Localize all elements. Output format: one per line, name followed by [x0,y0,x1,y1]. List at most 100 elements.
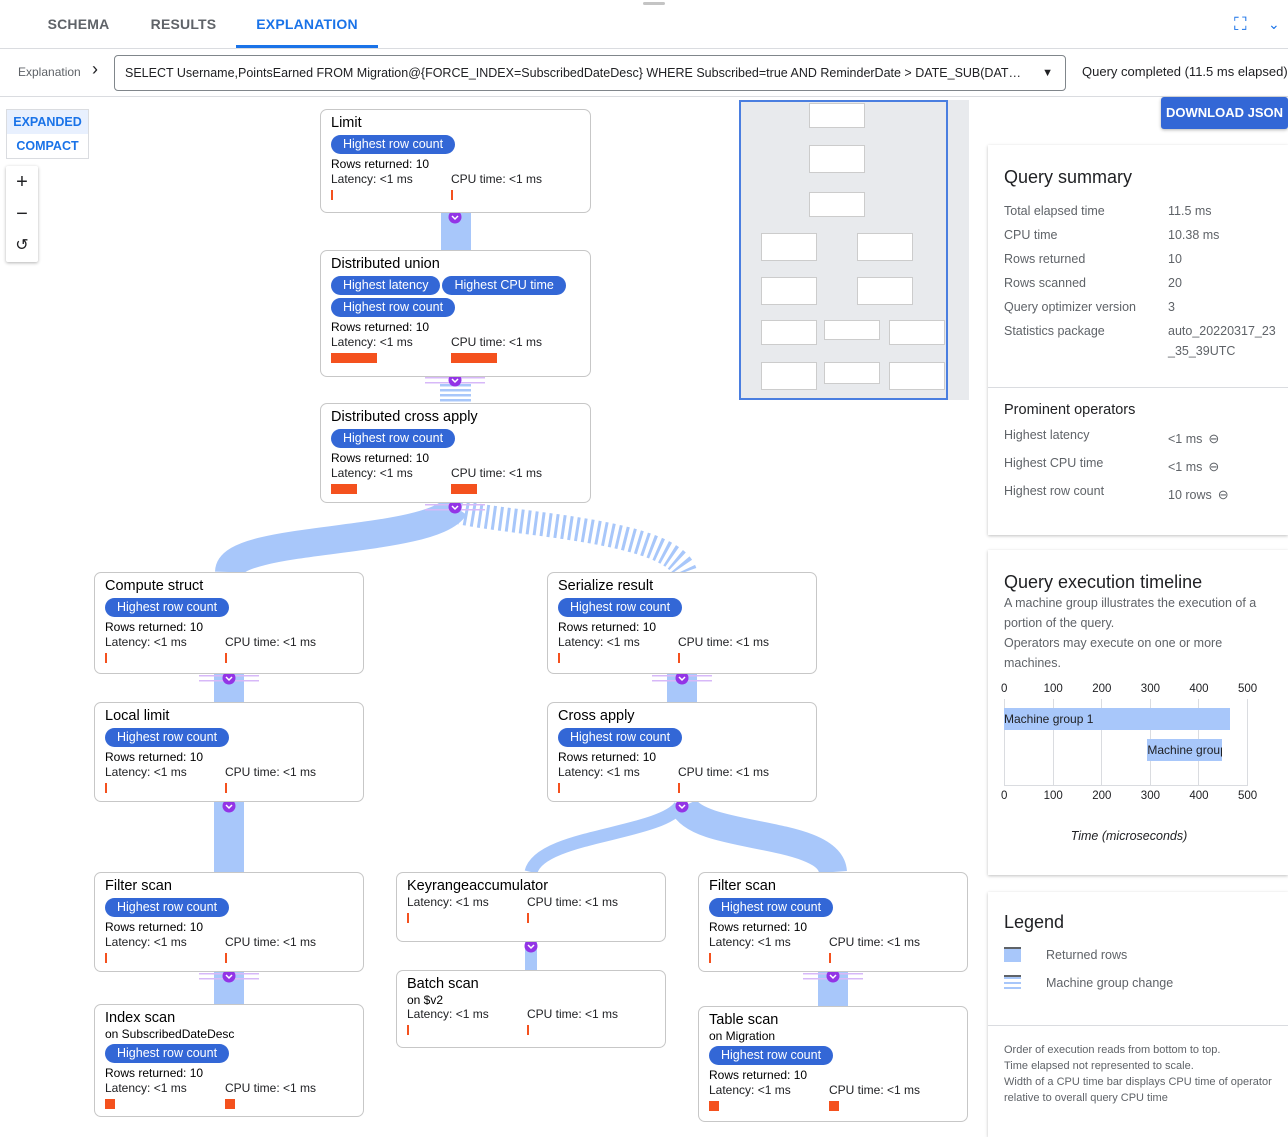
badge[interactable]: Highest row count [709,898,834,917]
timeline-card: Query execution timeline A machine group… [988,550,1288,875]
tab-results[interactable]: RESULTS [150,16,217,32]
machine-group-change-edge [440,399,471,402]
metric-bars [331,190,580,202]
chevron-down-icon[interactable]: ⌄ [1268,16,1280,32]
rows-returned: Rows returned: 10 [558,750,657,764]
timeline-title: Query execution timeline [1004,572,1203,592]
badge[interactable]: Highest CPU time [442,276,566,295]
cpu-time-label: CPU time: <1 ms [678,765,770,779]
tab-schema[interactable]: SCHEMA [47,16,110,32]
minimap[interactable] [739,100,969,400]
badge[interactable]: Highest row count [558,598,683,617]
latency-bar [709,953,711,963]
gridline [1052,699,1054,786]
plan-node-limit[interactable]: Limit Highest row count Rows returned: 10 L… [320,109,591,213]
node-badges: Highest latency Highest CPU time Highest r… [331,276,580,320]
minimap-node [824,320,880,340]
summary-label: Rows scanned [1004,276,1086,290]
reset-zoom-button[interactable]: ↺ [15,237,29,254]
summary-label: Statistics package [1004,324,1105,338]
plan-node-serialize-result[interactable]: Serialize result Highest row count Rows re… [547,572,817,674]
plan-node-distributed-union[interactable]: Distributed union Highest latency Highest … [320,250,591,377]
badge[interactable]: Highest row count [331,135,456,154]
machine-group-change-edge [455,500,697,578]
metric-bars [709,1101,957,1113]
minimap-node [857,233,913,261]
legend-returned-rows: Returned rows [1046,948,1128,962]
plan-node-filter-scan-left[interactable]: Filter scan Highest row count Rows returne… [94,872,364,972]
cpu-time-label: CPU time: <1 ms [225,935,317,949]
badge[interactable]: Highest row count [331,429,456,448]
link-icon[interactable]: ⊖ [1208,459,1220,474]
view-mode-toggle: EXPANDED COMPACT [6,109,89,159]
latency-label: Latency: <1 ms [709,1083,791,1097]
timeline-bar[interactable]: Machine group 1 [1004,708,1230,730]
x-tick-label-top: 0 [1001,683,1008,695]
x-tick-label-top: 100 [1043,683,1063,695]
query-select[interactable]: SELECT Username,PointsEarned FROM Migrat… [114,55,1066,91]
minimap-viewport[interactable] [739,100,948,400]
summary-value: 3 [1168,300,1175,314]
tab-explanation[interactable]: EXPLANATION [236,0,378,48]
download-json-button[interactable]: DOWNLOAD JSON [1161,97,1288,129]
node-metrics: Latency: <1 ms CPU time: <1 ms [709,1083,957,1098]
plan-node-filter-scan-right[interactable]: Filter scan Highest row count Rows returne… [698,872,968,972]
prominent-row: Highest row count 10 rows ⊖ [1004,484,1272,512]
gridline [1004,699,1005,786]
badge[interactable]: Highest row count [331,298,456,317]
latency-label: Latency: <1 ms [105,635,187,649]
expanded-button[interactable]: EXPANDED [7,110,88,134]
node-title: Keyrangeaccumulator [407,878,549,894]
node-title: Filter scan [709,878,776,894]
link-icon[interactable]: ⊖ [1208,431,1220,446]
prominent-value: <1 ms ⊖ [1168,431,1220,446]
breadcrumb[interactable]: Explanation [18,65,81,79]
metric-bars [331,484,580,496]
zoom-out-button[interactable]: − [16,203,28,225]
zoom-in-button[interactable]: + [16,171,28,193]
badge[interactable]: Highest row count [105,598,230,617]
chevron-right-icon: › [92,59,98,79]
plan-node-local-limit[interactable]: Local limit Highest row count Rows returne… [94,702,364,802]
node-metrics: Latency: <1 ms CPU time: <1 ms [331,335,580,350]
plan-node-keyrangeaccumulator[interactable]: Keyrangeaccumulator Latency: <1 ms CPU tim… [396,872,666,942]
metric-bars [558,653,806,665]
badge[interactable]: Highest row count [105,1044,230,1063]
plan-node-table-scan[interactable]: Table scan on Migration Highest row count R… [698,1006,968,1122]
cpu-time-bar [451,484,477,494]
plan-node-cross-apply[interactable]: Cross apply Highest row count Rows returne… [547,702,817,802]
chevron-down-icon [678,676,686,682]
plan-edges [199,210,863,1006]
badge[interactable]: Highest row count [558,728,683,747]
timeline-bar[interactable]: Machine group 2 [1147,739,1222,761]
latency-bar [331,190,333,200]
node-title: Table scan [709,1012,779,1028]
node-badges: Highest row count [331,135,580,157]
gridline [1247,699,1248,786]
badge[interactable]: Highest row count [709,1046,834,1065]
badge[interactable]: Highest row count [105,728,230,747]
summary-label: Rows returned [1004,252,1086,266]
plan-node-distributed-cross-apply[interactable]: Distributed cross apply Highest row count… [320,403,591,503]
cpu-time-label: CPU time: <1 ms [225,765,317,779]
badge[interactable]: Highest row count [105,898,230,917]
node-metrics: Latency: <1 ms CPU time: <1 ms [331,466,580,481]
latency-bar [105,653,107,663]
drag-handle[interactable] [643,2,665,5]
latency-bar [331,353,377,363]
plan-node-compute-struct[interactable]: Compute struct Highest row count Rows retu… [94,572,364,674]
minimap-node [889,320,945,345]
node-title: Batch scan [407,976,479,992]
node-badges: Highest row count [105,898,353,920]
plan-node-index-scan[interactable]: Index scan on SubscribedDateDesc Highest r… [94,1004,364,1117]
plan-node-batch-scan[interactable]: Batch scan on $v2 Latency: <1 ms CPU time: … [396,970,666,1048]
fullscreen-icon[interactable]: ⛶ [1234,14,1247,34]
summary-row: Statistics package auto_20220317_23_35_39… [1004,324,1276,368]
link-icon[interactable]: ⊖ [1217,487,1229,502]
rows-returned: Rows returned: 10 [709,1068,808,1082]
prominent-row: Highest CPU time <1 ms ⊖ [1004,456,1272,484]
compact-button[interactable]: COMPACT [16,139,79,153]
badge[interactable]: Highest latency [331,276,441,295]
minimap-node [809,192,865,217]
latency-label: Latency: <1 ms [558,765,640,779]
